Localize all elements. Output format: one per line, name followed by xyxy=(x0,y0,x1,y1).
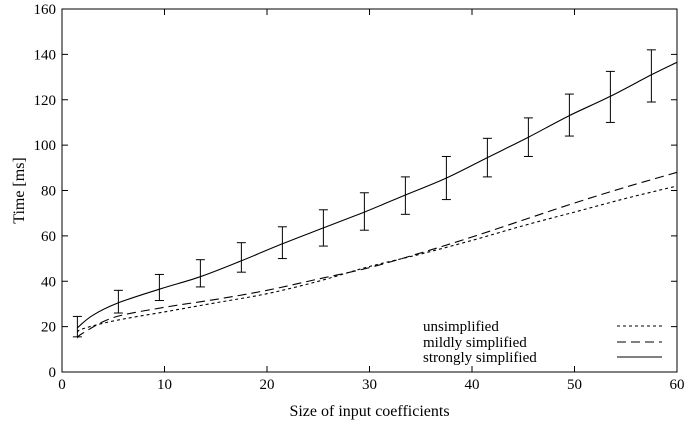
error-bar xyxy=(318,209,328,247)
y-tick-label: 60 xyxy=(41,229,56,245)
x-tick-label: 0 xyxy=(58,377,66,393)
plot-frame xyxy=(61,8,678,373)
y-tick-label: 80 xyxy=(41,184,56,200)
error-bar xyxy=(277,226,287,260)
y-tick-label: 100 xyxy=(34,138,57,154)
error-bar xyxy=(482,137,492,178)
legend-label: unsimplified xyxy=(423,319,499,335)
x-tick-label: 20 xyxy=(260,377,275,393)
error-bar xyxy=(195,259,205,288)
y-tick-label: 0 xyxy=(49,365,57,381)
y-tick-label: 20 xyxy=(41,320,56,336)
error-bar xyxy=(646,49,656,103)
error-bar xyxy=(441,155,451,201)
x-tick-label: 30 xyxy=(362,377,377,393)
series-layer xyxy=(76,61,678,339)
error-bar xyxy=(564,93,574,137)
legend-label: strongly simplified xyxy=(423,350,537,366)
error-bar xyxy=(154,273,164,302)
error-bars xyxy=(72,49,656,338)
error-bar xyxy=(113,289,123,314)
y-tick-label: 40 xyxy=(41,274,56,290)
series-line-strongly-simplified xyxy=(77,61,678,329)
series-line-unsimplified xyxy=(76,185,678,333)
y-tick-label: 160 xyxy=(34,2,57,18)
x-axis-title: Size of input coefficients xyxy=(289,403,449,420)
y-axis-title: Time [ms] xyxy=(11,157,28,224)
error-bar xyxy=(523,117,533,157)
y-tick-label: 140 xyxy=(34,47,57,63)
x-tick-label: 40 xyxy=(465,377,480,393)
legend-label: mildly simplified xyxy=(423,335,527,351)
error-bar xyxy=(605,70,615,123)
y-tick-label: 120 xyxy=(34,93,57,109)
error-bar xyxy=(400,176,410,215)
series-line-mildly-simplified xyxy=(76,171,678,339)
error-bar xyxy=(72,315,82,338)
x-tick-label: 60 xyxy=(670,377,685,393)
error-bar xyxy=(236,242,246,273)
x-axis: 0 10 20 30 40 50 60 xyxy=(58,9,685,393)
error-bar xyxy=(359,192,369,231)
y-axis: 0 20 40 60 80 100 120 140 160 xyxy=(34,2,677,381)
x-tick-label: 10 xyxy=(157,377,172,393)
x-tick-label: 50 xyxy=(567,377,582,393)
